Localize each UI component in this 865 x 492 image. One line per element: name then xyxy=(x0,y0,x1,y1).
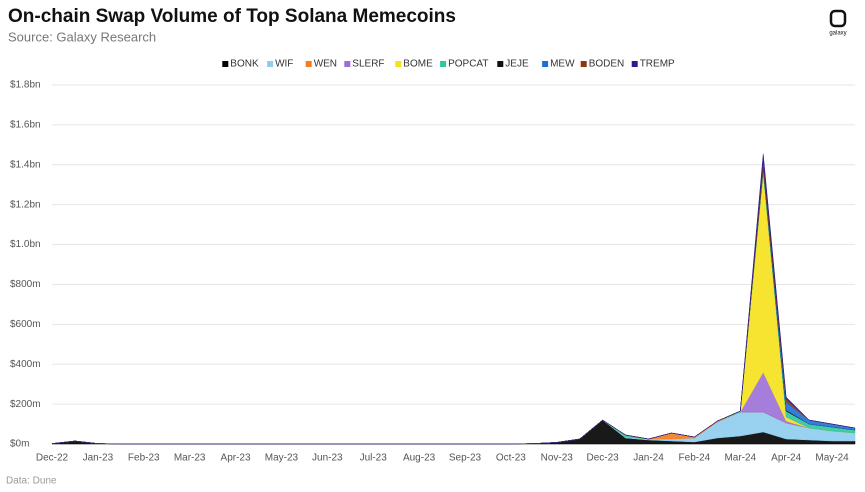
x-tick-label: May-23 xyxy=(265,453,299,464)
legend-swatch xyxy=(344,61,351,67)
logo: galaxy xyxy=(829,9,847,37)
legend-label: BOME xyxy=(403,59,433,70)
x-tick-label: Sep-23 xyxy=(449,453,482,464)
logo-mark xyxy=(829,9,847,28)
legend-swatch xyxy=(305,61,312,67)
area xyxy=(51,153,856,445)
legend-swatch xyxy=(631,61,638,67)
y-tick-label: $1.8bn xyxy=(10,80,41,91)
x-tick-label: Dec-23 xyxy=(587,453,620,464)
x-tick-label: Jan-23 xyxy=(83,453,114,464)
x-tick-label: Aug-23 xyxy=(403,453,436,464)
y-tick-label: $800m xyxy=(10,279,41,290)
legend-label: BONK xyxy=(230,59,259,70)
area xyxy=(51,167,856,445)
x-tick-label: May-24 xyxy=(815,453,849,464)
legend-swatch xyxy=(222,61,229,67)
y-tick-label: $400m xyxy=(10,359,41,370)
source-note: Data: Dune xyxy=(6,476,57,487)
legend-label: WEN xyxy=(314,59,337,70)
legend-swatch xyxy=(395,61,402,67)
chart-subtitle: Source: Galaxy Research xyxy=(8,29,156,44)
legend-swatch xyxy=(267,61,274,67)
x-tick-label: Apr-24 xyxy=(771,453,801,464)
x-tick-label: Jul-23 xyxy=(360,453,388,464)
y-tick-label: $200m xyxy=(10,399,41,410)
x-tick-label: Nov-23 xyxy=(541,453,574,464)
y-tick-label: $1.4bn xyxy=(10,159,41,170)
legend-label: JEJE xyxy=(505,59,529,70)
legend-label: SLERF xyxy=(352,59,384,70)
y-tick-label: $1.0bn xyxy=(10,239,41,250)
area xyxy=(51,172,856,445)
area xyxy=(51,168,856,445)
y-tick-label: $0m xyxy=(10,439,29,450)
area xyxy=(51,159,856,445)
logo-text: galaxy xyxy=(829,31,846,37)
x-tick-label: Jun-23 xyxy=(312,453,343,464)
legend-swatch xyxy=(542,61,549,67)
legend-label: WIF xyxy=(275,59,293,70)
x-tick-label: Oct-23 xyxy=(496,453,526,464)
x-tick-label: Apr-23 xyxy=(221,453,251,464)
x-tick-label: Mar-23 xyxy=(174,453,206,464)
chart-title: On-chain Swap Volume of Top Solana Memec… xyxy=(8,6,456,27)
legend-label: POPCAT xyxy=(448,59,488,70)
y-tick-label: $600m xyxy=(10,319,41,330)
y-tick-label: $1.6bn xyxy=(10,120,41,131)
area xyxy=(51,167,856,445)
legend-swatch xyxy=(440,61,447,67)
x-tick-label: Jan-24 xyxy=(633,453,664,464)
x-tick-label: Feb-24 xyxy=(679,453,711,464)
legend-label: TREMP xyxy=(640,59,675,70)
legend-label: BODEN xyxy=(589,59,625,70)
x-tick-label: Dec-22 xyxy=(36,453,69,464)
legend-swatch xyxy=(497,61,504,67)
x-tick-label: Feb-23 xyxy=(128,453,160,464)
legend-label: MEW xyxy=(550,59,575,70)
x-tick-label: Mar-24 xyxy=(724,453,756,464)
legend-swatch xyxy=(580,61,587,67)
y-tick-label: $1.2bn xyxy=(10,199,41,210)
